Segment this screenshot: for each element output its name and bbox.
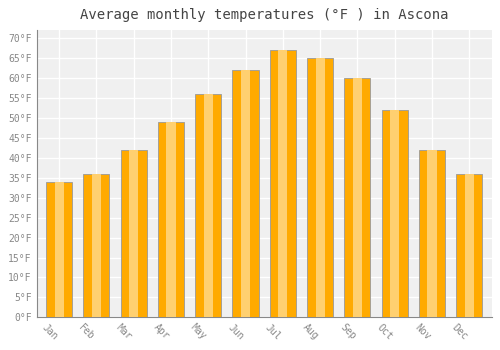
Title: Average monthly temperatures (°F ) in Ascona: Average monthly temperatures (°F ) in As… bbox=[80, 8, 448, 22]
Bar bbox=[158, 122, 184, 317]
Bar bbox=[204, 94, 213, 317]
Bar bbox=[54, 182, 64, 317]
Bar bbox=[428, 150, 436, 317]
Bar bbox=[456, 174, 482, 317]
Bar bbox=[166, 122, 175, 317]
Bar bbox=[46, 182, 72, 317]
Bar bbox=[270, 50, 296, 317]
Bar bbox=[307, 58, 333, 317]
Bar bbox=[92, 174, 101, 317]
Bar bbox=[316, 58, 324, 317]
Bar bbox=[278, 50, 287, 317]
Bar bbox=[195, 94, 222, 317]
Bar bbox=[120, 150, 146, 317]
Bar bbox=[464, 174, 474, 317]
Bar bbox=[419, 150, 445, 317]
Bar bbox=[129, 150, 138, 317]
Bar bbox=[390, 110, 400, 317]
Bar bbox=[241, 70, 250, 317]
Bar bbox=[344, 78, 370, 317]
Bar bbox=[84, 174, 110, 317]
Bar bbox=[382, 110, 408, 317]
Bar bbox=[353, 78, 362, 317]
Bar bbox=[232, 70, 258, 317]
